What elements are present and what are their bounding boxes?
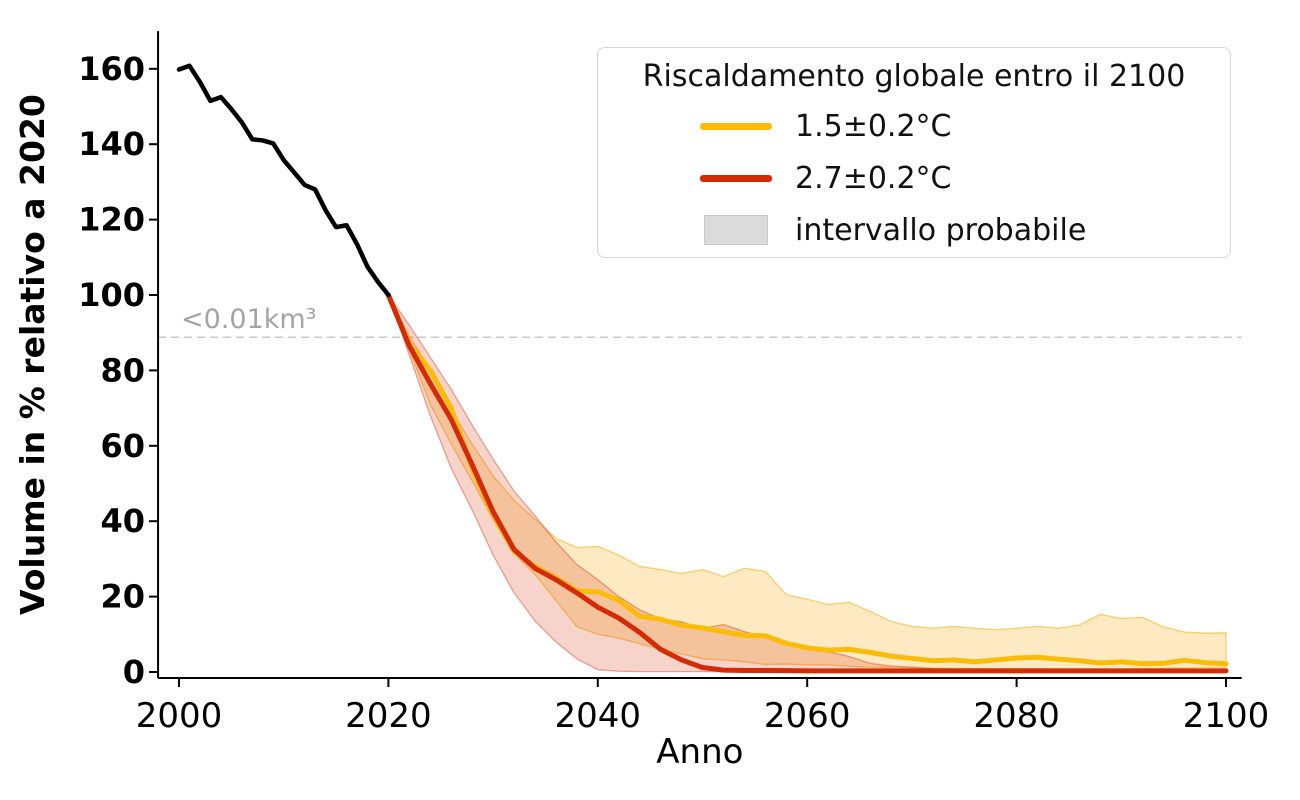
legend-title: Riscaldamento globale entro il 2100	[642, 59, 1186, 94]
legend: Riscaldamento globale entro il 2100 1.5±…	[597, 47, 1231, 258]
x-tick-label: 2060	[764, 696, 851, 736]
x-tick-label: 2000	[136, 696, 223, 736]
band-1.5c	[387, 294, 1227, 670]
y-tick-label: 40	[101, 502, 146, 540]
y-tick-label: 120	[78, 201, 145, 239]
y-tick-label: 140	[78, 125, 145, 163]
x-tick-label: 2040	[555, 696, 642, 736]
legend-label-likely-range: intervallo probabile	[795, 212, 1087, 248]
legend-patch-swatch-likely-range-icon	[704, 215, 768, 245]
legend-line-swatch-1.5c-icon	[700, 122, 772, 130]
legend-line-swatch-2.7c-icon	[700, 174, 772, 182]
y-tick-label: 100	[78, 276, 145, 314]
threshold-label: <0.01km³	[181, 304, 317, 335]
x-tick-label: 2020	[345, 696, 432, 736]
y-tick-label: 20	[101, 578, 146, 616]
x-tick-label: 2100	[1183, 696, 1270, 736]
y-tick-label: 160	[78, 50, 145, 88]
legend-entry-1.5c: 1.5±0.2°C	[598, 100, 1230, 152]
y-tick-label: 80	[101, 351, 146, 389]
legend-label-2.7c: 2.7±0.2°C	[795, 160, 952, 196]
legend-label-1.5c: 1.5±0.2°C	[795, 108, 952, 144]
x-axis-title: Anno	[656, 732, 743, 772]
y-tick-label: 0	[123, 653, 145, 691]
series-line-2.7c	[385, 292, 1229, 674]
y-tick-label: 60	[101, 427, 146, 465]
legend-entry-2.7c: 2.7±0.2°C	[598, 152, 1230, 204]
legend-entry-likely-range: intervallo probabile	[598, 204, 1230, 256]
x-tick-label: 2080	[973, 696, 1060, 736]
series-line-historical	[176, 63, 391, 298]
y-axis-title: Volume in % relativo a 2020	[13, 94, 52, 615]
